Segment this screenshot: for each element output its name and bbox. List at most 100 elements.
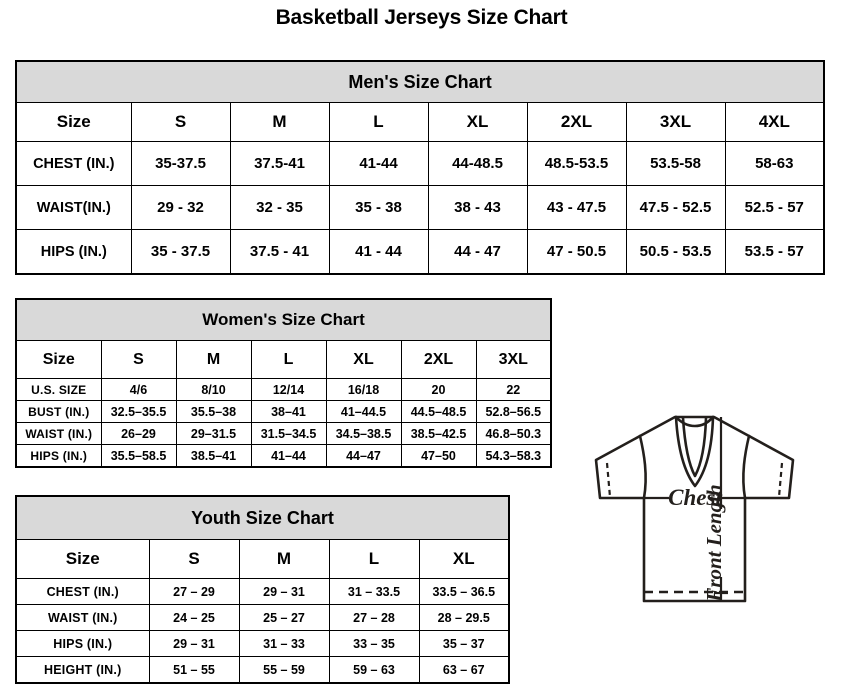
measurement-cell: 38 - 43 <box>427 185 528 230</box>
column-header-s: S <box>148 539 240 579</box>
measurement-cell: 53.5-58 <box>625 141 726 186</box>
measurement-cell: 46.8–50.3 <box>475 422 552 445</box>
right-shoulder-line <box>711 415 751 438</box>
page-title: Basketball Jerseys Size Chart <box>275 6 568 29</box>
measurement-cell: 44.5–48.5 <box>400 400 477 423</box>
measurement-cell: 38.5–41 <box>175 444 252 468</box>
row-label: HIPS (IN.) <box>15 630 150 657</box>
torso-outline <box>642 496 747 603</box>
measurement-cell: 55 – 59 <box>238 656 330 684</box>
table-row: HIPS (IN.) 35.5–58.5 38.5–41 41–44 44–47 47–5… <box>15 444 552 468</box>
table-row: WAIST (IN.) 26–29 29–31.5 31.5–34.5 34.5–38.… <box>15 422 552 445</box>
measurement-cell: 32 - 35 <box>229 185 330 230</box>
row-label: HEIGHT (IN.) <box>15 656 150 684</box>
measurement-cell: 47 - 50.5 <box>526 229 627 275</box>
measurement-cell: 25 – 27 <box>238 604 330 631</box>
jersey-svg: Chest Front Length <box>594 415 795 603</box>
row-label: HIPS (IN.) <box>15 444 102 468</box>
row-label: CHEST (IN.) <box>15 141 132 186</box>
chart-header-row: Size S M L XL 2XL 3XL 4XL <box>15 102 825 142</box>
measurement-cell: 38–41 <box>250 400 327 423</box>
neckline-outer-v <box>674 415 715 488</box>
measurement-cell: 41-44 <box>328 141 429 186</box>
column-header-l: L <box>328 539 420 579</box>
measurement-cell: 48.5-53.5 <box>526 141 627 186</box>
measurement-cell: 8/10 <box>175 378 252 401</box>
measurement-cell: 35 - 38 <box>328 185 429 230</box>
row-label: U.S. SIZE <box>15 378 102 401</box>
measurement-cell: 47–50 <box>400 444 477 468</box>
table-row: HEIGHT (IN.) 51 – 55 55 – 59 59 – 63 63 – 67 <box>15 656 510 684</box>
column-header-s: S <box>130 102 231 142</box>
measurement-cell: 53.5 - 57 <box>724 229 825 275</box>
column-header-s: S <box>100 340 177 379</box>
youth-size-chart-table: Youth Size Chart Size S M L XL CHEST (IN.) 27 –… <box>15 495 510 684</box>
chart-title: Men's Size Chart <box>15 60 825 103</box>
chest-label: Chest <box>668 485 722 510</box>
measurement-cell: 38.5–42.5 <box>400 422 477 445</box>
chart-title: Women's Size Chart <box>15 298 552 341</box>
measurement-cell: 31.5–34.5 <box>250 422 327 445</box>
measurement-cell: 29 – 31 <box>148 630 240 657</box>
column-header-xl: XL <box>427 102 528 142</box>
collar-top-curve <box>674 415 715 428</box>
table-row: CHEST (IN.) 35-37.5 37.5-41 41-44 44-48.5 48.… <box>15 141 825 186</box>
row-label: HIPS (IN.) <box>15 229 132 275</box>
measurement-cell: 16/18 <box>325 378 402 401</box>
row-label: WAIST(IN.) <box>15 185 132 230</box>
measurement-cell: 44 - 47 <box>427 229 528 275</box>
measurement-cell: 33.5 – 36.5 <box>418 578 510 605</box>
column-header-2xl: 2XL <box>400 340 477 379</box>
measurement-cell: 50.5 - 53.5 <box>625 229 726 275</box>
measurement-cell: 35-37.5 <box>130 141 231 186</box>
left-sleeve-seam <box>638 434 647 500</box>
measurement-cell: 31 – 33.5 <box>328 578 420 605</box>
left-cuff-stitch-line <box>605 462 612 498</box>
measurement-cell: 34.5–38.5 <box>325 422 402 445</box>
measurement-cell: 4/6 <box>100 378 177 401</box>
measurement-cell: 20 <box>400 378 477 401</box>
right-sleeve-outline <box>743 434 795 500</box>
measurement-cell: 35.5–58.5 <box>100 444 177 468</box>
column-header-xl: XL <box>325 340 402 379</box>
table-row: HIPS (IN.) 29 – 31 31 – 33 33 – 35 35 – 37 <box>15 630 510 657</box>
table-row: WAIST(IN.) 29 - 32 32 - 35 35 - 38 38 - 43 43… <box>15 185 825 230</box>
row-label: WAIST (IN.) <box>15 422 102 445</box>
measurement-cell: 51 – 55 <box>148 656 240 684</box>
row-label: CHEST (IN.) <box>15 578 150 605</box>
chart-title: Youth Size Chart <box>15 495 510 540</box>
measurement-cell: 35.5–38 <box>175 400 252 423</box>
column-header-xl: XL <box>418 539 510 579</box>
left-shoulder-line <box>638 415 678 438</box>
womens-size-chart-table: Women's Size Chart Size S M L XL 2XL 3XL U.S. SI… <box>15 298 553 468</box>
measurement-cell: 44-48.5 <box>427 141 528 186</box>
neckline-inner-v <box>681 416 708 478</box>
column-header-l: L <box>328 102 429 142</box>
measurement-cell: 29–31.5 <box>175 422 252 445</box>
measurement-cell: 33 – 35 <box>328 630 420 657</box>
measurement-cell: 52.5 - 57 <box>724 185 825 230</box>
measurement-cell: 12/14 <box>250 378 327 401</box>
right-sleeve-seam <box>742 434 751 500</box>
measurement-cell: 44–47 <box>325 444 402 468</box>
measurement-cell: 26–29 <box>100 422 177 445</box>
column-header-3xl: 3XL <box>625 102 726 142</box>
front-length-label: Front Length <box>702 484 726 602</box>
table-row: WAIST (IN.) 24 – 25 25 – 27 27 – 28 28 – 29.… <box>15 604 510 631</box>
measurement-cell: 35 - 37.5 <box>130 229 231 275</box>
measurement-cell: 37.5-41 <box>229 141 330 186</box>
measurement-cell: 27 – 29 <box>148 578 240 605</box>
chart-title-row: Youth Size Chart <box>15 495 510 540</box>
chart-header-row: Size S M L XL <box>15 539 510 579</box>
measurement-cell: 37.5 - 41 <box>229 229 330 275</box>
measurement-cell: 58-63 <box>724 141 825 186</box>
measurement-cell: 43 - 47.5 <box>526 185 627 230</box>
measurement-cell: 41–44 <box>250 444 327 468</box>
measurement-cell: 59 – 63 <box>328 656 420 684</box>
measurement-cell: 28 – 29.5 <box>418 604 510 631</box>
measurement-cell: 35 – 37 <box>418 630 510 657</box>
measurement-cell: 29 - 32 <box>130 185 231 230</box>
measurement-cell: 31 – 33 <box>238 630 330 657</box>
table-row: U.S. SIZE 4/6 8/10 12/14 16/18 20 22 <box>15 378 552 401</box>
column-header-m: M <box>229 102 330 142</box>
